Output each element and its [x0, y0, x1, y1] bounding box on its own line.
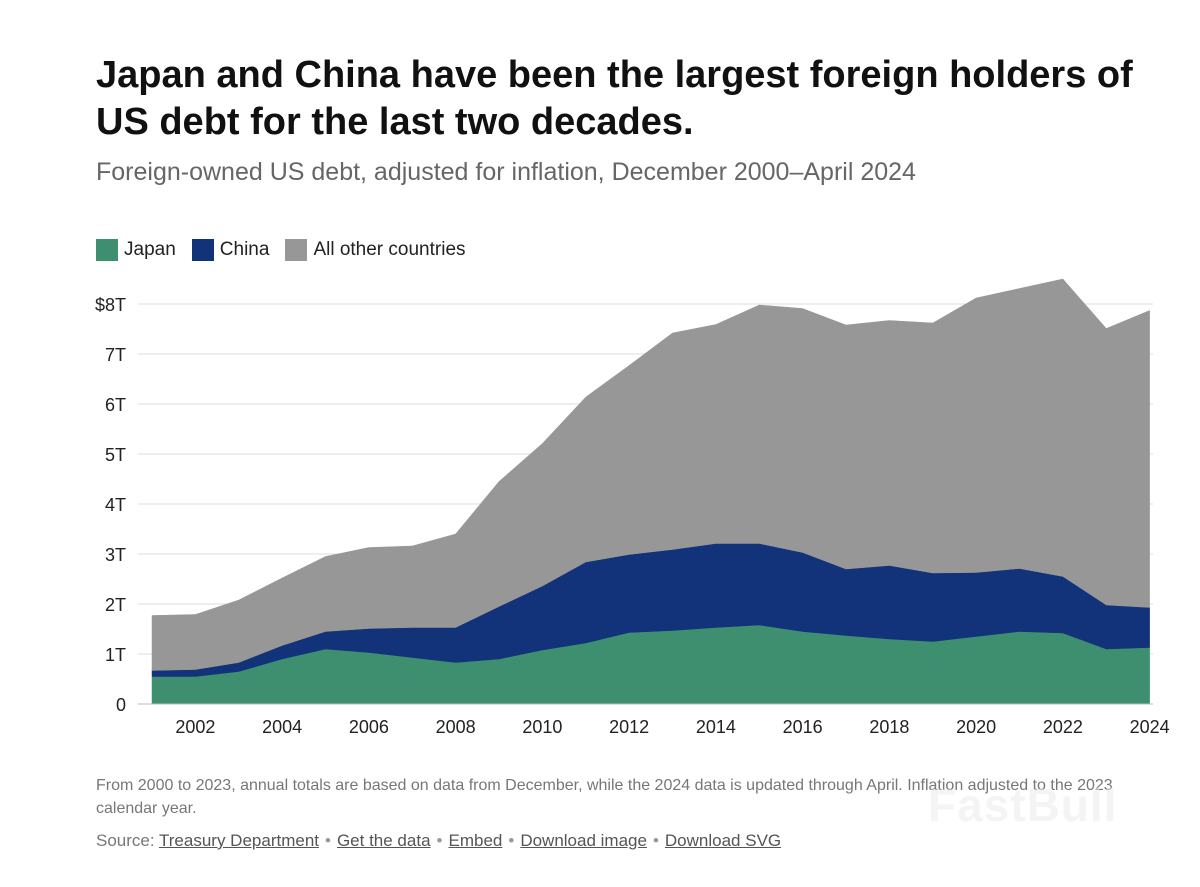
y-tick-label-6: 6T: [105, 395, 126, 415]
download-svg-link[interactable]: Download SVG: [664, 831, 782, 850]
separator: •: [325, 831, 331, 850]
y-tick-label-0: 0: [116, 695, 126, 715]
legend-item-other: All other countries: [285, 239, 466, 261]
y-tick-label-4: 4T: [105, 495, 126, 515]
source-prefix: Source:: [96, 831, 155, 850]
x-tick-label-2014: 2014: [696, 717, 736, 737]
x-tick-label-2016: 2016: [783, 717, 823, 737]
legend-label-china: China: [219, 239, 270, 260]
y-tick-label-7: 7T: [105, 345, 126, 365]
chart-title: Japan and China have been the largest fo…: [96, 54, 1133, 143]
legend: Japan China All other countries: [96, 239, 466, 261]
legend-item-japan: Japan: [96, 239, 176, 261]
x-tick-label-2008: 2008: [436, 717, 476, 737]
get-data-link[interactable]: Get the data: [336, 831, 431, 850]
legend-label-other: All other countries: [313, 239, 466, 260]
embed-link[interactable]: Embed: [448, 831, 503, 850]
x-tick-label-2006: 2006: [349, 717, 389, 737]
source-link-treasury[interactable]: Treasury Department: [159, 831, 319, 850]
watermark-logo: FastBull: [928, 779, 1118, 831]
separator: •: [436, 831, 443, 850]
legend-label-japan: Japan: [124, 239, 176, 260]
x-tick-label-2002: 2002: [175, 717, 215, 737]
footnote: From 2000 to 2023, annual totals are bas…: [96, 777, 1113, 817]
area-all-other-countries: [151, 278, 1150, 671]
legend-swatch-other: [285, 239, 308, 261]
legend-swatch-china: [191, 239, 214, 261]
x-tick-label-2012: 2012: [609, 717, 649, 737]
x-tick-label-2024: 2024: [1130, 717, 1170, 737]
legend-swatch-japan: [96, 239, 118, 261]
y-tick-label-5: 5T: [105, 445, 126, 465]
y-tick-label-1: 1T: [105, 645, 126, 665]
legend-item-china: China: [191, 239, 270, 261]
y-tick-label-3: 3T: [105, 545, 126, 565]
x-tick-label-2020: 2020: [956, 717, 996, 737]
separator: •: [508, 831, 515, 850]
y-tick-label-8: $8T: [95, 295, 126, 315]
separator: •: [652, 831, 659, 850]
download-image-link[interactable]: Download image: [520, 831, 647, 850]
x-tick-label-2022: 2022: [1043, 717, 1083, 737]
y-tick-label-2: 2T: [105, 595, 126, 615]
x-tick-label-2004: 2004: [262, 717, 302, 737]
chart-subtitle: Foreign-owned US debt, adjusted for infl…: [96, 158, 916, 186]
area-chart: 0 1T 2T 3T 4T 5T 6T 7T $8T 2002 2004 2006 2008 2010 20…: [95, 278, 1170, 737]
x-tick-label-2010: 2010: [522, 717, 562, 737]
source-line: Source: Treasury Department • Get the data…: [96, 831, 781, 851]
x-tick-label-2018: 2018: [869, 717, 909, 737]
